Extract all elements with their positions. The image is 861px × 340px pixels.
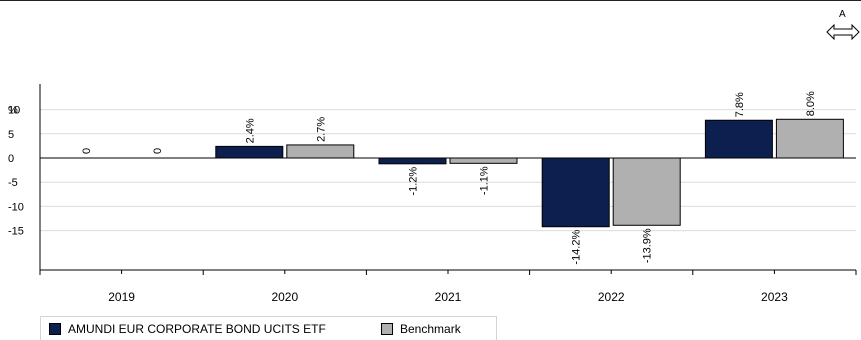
legend-swatch-benchmark: [381, 323, 393, 335]
fund-bar: [378, 157, 447, 165]
x-tick-label: 2019: [108, 290, 135, 304]
top-rule: [0, 0, 861, 1]
y-axis-label: %: [8, 105, 18, 117]
y-tick-label: 5: [8, 129, 14, 141]
legend: AMUNDI EUR CORPORATE BOND UCITS ETF Benc…: [40, 316, 497, 340]
resize-letter: A: [839, 9, 846, 20]
legend-label-fund: AMUNDI EUR CORPORATE BOND UCITS ETF: [68, 322, 326, 336]
benchmark-data-label: -13.9%: [642, 228, 654, 263]
benchmark-data-label: 8.0%: [805, 91, 817, 116]
y-tick-label: 0: [8, 153, 14, 165]
fund-data-label: 2.4%: [244, 118, 256, 143]
fund-bar: [704, 119, 773, 159]
fund-bar: [541, 157, 610, 228]
fund-bar: [215, 145, 284, 159]
benchmark-data-label: 2.7%: [315, 117, 327, 142]
fund-data-label: 7.8%: [734, 92, 746, 117]
fund-data-label: -14.2%: [571, 230, 583, 265]
horizontal-resize-arrow-icon: [826, 24, 860, 40]
legend-label-benchmark: Benchmark: [400, 322, 461, 336]
x-tick-label: 2023: [761, 290, 788, 304]
x-tick-label: 2022: [598, 290, 625, 304]
fund-data-label: -1.2%: [408, 167, 420, 196]
benchmark-bar: [449, 157, 518, 164]
fund-data-label: 0: [81, 148, 93, 154]
y-tick-label: -15: [8, 226, 24, 238]
y-tick-label: -5: [8, 177, 18, 189]
benchmark-data-label: -1.1%: [479, 166, 491, 195]
x-tick-label: 2020: [271, 290, 298, 304]
y-tick-label: -10: [8, 201, 24, 213]
x-tick-label: 2021: [435, 290, 462, 304]
legend-item-fund[interactable]: AMUNDI EUR CORPORATE BOND UCITS ETF: [49, 323, 326, 335]
y-tick-label: 10: [8, 105, 20, 117]
bar-chart: 10 5 0 -5 -10 -15% 2019 2020 2021 2022 2023 0 0 2.4% 2…: [8, 84, 857, 304]
benchmark-bar: [775, 118, 844, 159]
benchmark-data-label: 0: [152, 148, 164, 154]
chart-resize-handle[interactable]: A: [826, 10, 860, 44]
legend-item-benchmark[interactable]: Benchmark: [381, 323, 461, 335]
legend-swatch-fund: [49, 323, 61, 335]
benchmark-bar: [612, 157, 681, 226]
benchmark-bar: [286, 144, 355, 159]
